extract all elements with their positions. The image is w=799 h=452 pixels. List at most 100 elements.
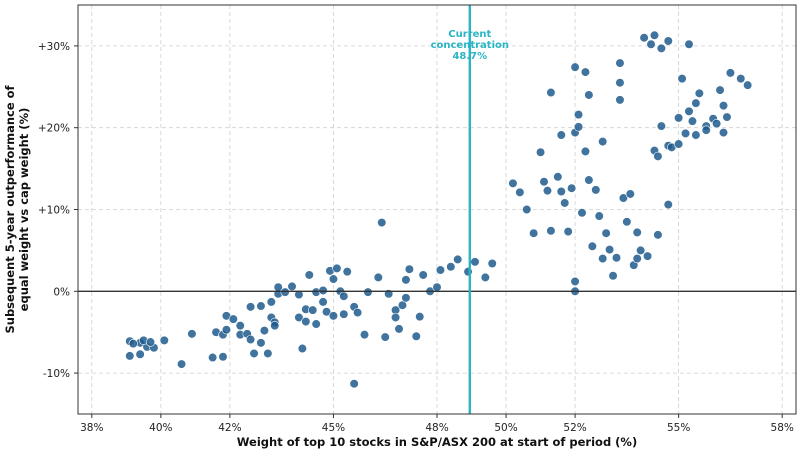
scatter-point bbox=[432, 282, 442, 292]
scatter-point bbox=[580, 146, 591, 157]
x-tick-label: 48% bbox=[425, 422, 448, 434]
scatter-point bbox=[297, 343, 307, 354]
annotation-line-1: Current bbox=[448, 29, 491, 40]
scatter-point bbox=[573, 110, 584, 120]
scatter-point bbox=[653, 230, 663, 240]
scatter-point bbox=[128, 339, 138, 349]
scatter-point bbox=[380, 332, 390, 342]
scatter-point bbox=[294, 312, 304, 323]
scatter-point bbox=[684, 106, 694, 116]
x-tick-label: 50% bbox=[494, 422, 517, 434]
scatter-point bbox=[480, 272, 490, 282]
scatter-point bbox=[677, 74, 687, 84]
scatter-point bbox=[187, 329, 197, 339]
scatter-point bbox=[145, 337, 156, 347]
scatter-point bbox=[725, 68, 736, 78]
scatter-point bbox=[570, 276, 580, 287]
scatter-point bbox=[656, 121, 666, 131]
scatter-point bbox=[463, 267, 473, 277]
scatter-point bbox=[339, 291, 349, 301]
scatter-point bbox=[287, 281, 297, 291]
x-tick-label: 52% bbox=[563, 422, 586, 434]
scatter-point bbox=[256, 301, 266, 311]
x-tick-label: 40% bbox=[149, 422, 172, 434]
scatter-point bbox=[646, 39, 656, 49]
scatter-point bbox=[539, 177, 549, 187]
scatter-point bbox=[270, 321, 280, 331]
scatter-point bbox=[546, 226, 556, 236]
y-axis-title-line-1: Subsequent 5-year outperformance of bbox=[3, 84, 17, 333]
scatter-point bbox=[176, 359, 187, 369]
scatter-point bbox=[515, 187, 525, 197]
scatter-point bbox=[263, 348, 273, 359]
scatter-point bbox=[294, 289, 304, 300]
scatter-point bbox=[135, 349, 145, 359]
scatter-point bbox=[625, 189, 635, 199]
scatter-point bbox=[522, 204, 532, 215]
scatter-point bbox=[304, 270, 314, 280]
scatter-point bbox=[718, 128, 729, 138]
scatter-point bbox=[663, 199, 673, 210]
scatter-point bbox=[377, 217, 387, 228]
scatter-point bbox=[591, 185, 601, 195]
scatter-point bbox=[159, 335, 169, 345]
scatter-point bbox=[245, 302, 256, 312]
grid-lines bbox=[78, 5, 796, 414]
scatter-point bbox=[712, 119, 722, 129]
scatter-point bbox=[680, 128, 691, 139]
y-axis-ticks: -10% 0% +10% +20% +30% bbox=[38, 41, 78, 380]
annotation-line-3: 48.7% bbox=[452, 51, 487, 62]
scatter-point bbox=[691, 130, 701, 140]
scatter-point bbox=[397, 300, 408, 310]
scatter-point bbox=[328, 274, 339, 284]
x-tick-label: 42% bbox=[218, 422, 241, 434]
scatter-point bbox=[221, 325, 232, 335]
scatter-point bbox=[339, 309, 349, 319]
scatter-point bbox=[580, 67, 591, 77]
scatter-point bbox=[584, 90, 594, 100]
scatter-point bbox=[535, 147, 546, 157]
scatter-point bbox=[435, 265, 446, 275]
scatter-point bbox=[259, 325, 270, 336]
scatter-point bbox=[632, 253, 642, 264]
scatter-point bbox=[373, 272, 383, 282]
scatter-point bbox=[553, 172, 563, 182]
scatter-point bbox=[615, 95, 625, 105]
scatter-point bbox=[567, 183, 577, 193]
scatter-point bbox=[639, 33, 649, 43]
scatter-point bbox=[598, 137, 608, 147]
scatter-point bbox=[235, 321, 245, 331]
scatter-points bbox=[125, 30, 753, 389]
scatter-point bbox=[715, 85, 725, 95]
scatter-point bbox=[674, 139, 684, 149]
scatter-point bbox=[218, 352, 228, 362]
scatter-point bbox=[256, 338, 266, 348]
scatter-point bbox=[280, 287, 290, 297]
x-axis-ticks: 38% 40% 42% 45% 48% 50% 52% 55% 58% bbox=[80, 414, 794, 434]
scatter-point bbox=[415, 312, 425, 322]
scatter-point bbox=[684, 39, 694, 49]
scatter-point bbox=[453, 254, 463, 264]
scatter-point bbox=[208, 352, 218, 363]
scatter-point bbox=[508, 178, 518, 188]
scatter-point bbox=[632, 227, 642, 238]
scatter-point bbox=[353, 307, 363, 318]
x-tick-label: 58% bbox=[771, 422, 794, 434]
scatter-point bbox=[266, 297, 276, 307]
scatter-point bbox=[401, 293, 411, 303]
scatter-point bbox=[622, 217, 632, 227]
scatter-point bbox=[332, 263, 342, 273]
scatter-point bbox=[611, 253, 622, 263]
scatter-point bbox=[546, 87, 556, 98]
scatter-point bbox=[577, 208, 587, 218]
scatter-point bbox=[328, 311, 339, 321]
scatter-point bbox=[542, 186, 553, 196]
scatter-point bbox=[691, 98, 701, 108]
scatter-point bbox=[587, 241, 597, 251]
scatter-point bbox=[404, 264, 414, 274]
scatter-point bbox=[608, 271, 618, 281]
scatter-point bbox=[701, 125, 711, 135]
scatter-point bbox=[228, 314, 238, 324]
scatter-point bbox=[308, 305, 318, 315]
